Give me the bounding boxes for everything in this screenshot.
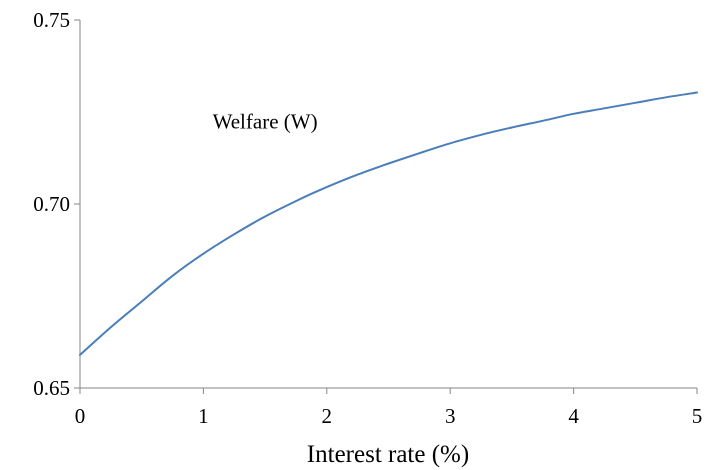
- x-tick-label: 5: [692, 404, 703, 428]
- welfare-series-line: [79, 91, 698, 356]
- y-axis: 0.65 0.70 0.75: [33, 8, 81, 400]
- x-tick-label: 2: [322, 404, 333, 428]
- series-layer: [79, 91, 698, 356]
- y-tick-label: 0.65: [33, 376, 70, 400]
- y-tick-label: 0.75: [33, 8, 70, 32]
- x-axis: 0 1 2 3 4 5: [75, 387, 703, 428]
- x-tick-label: 3: [445, 404, 456, 428]
- x-tick-label: 4: [568, 404, 579, 428]
- y-tick-label: 0.70: [33, 192, 70, 216]
- x-axis-title: Interest rate (%): [307, 441, 469, 468]
- x-tick-label: 1: [198, 404, 209, 428]
- series-annotation: Welfare (W): [213, 110, 318, 134]
- annotation-layer: Welfare (W): [213, 110, 318, 134]
- x-tick-label: 0: [75, 404, 86, 428]
